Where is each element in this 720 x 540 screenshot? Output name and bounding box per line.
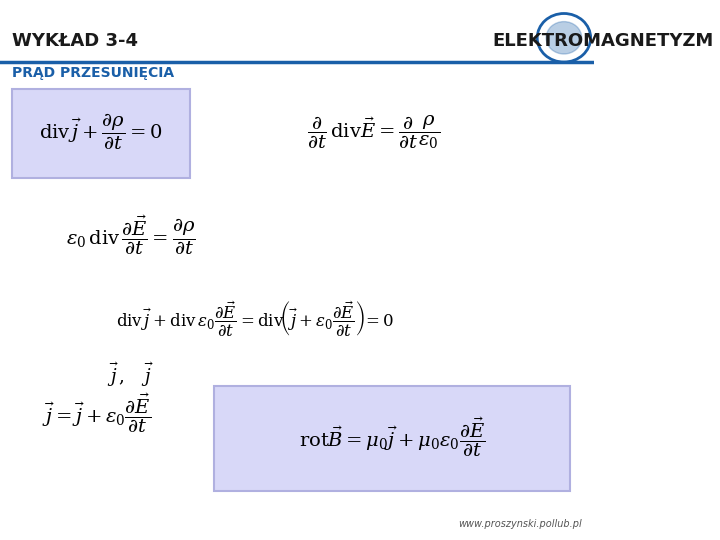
FancyBboxPatch shape — [214, 386, 570, 491]
Text: ELEKTROMAGNETYZM: ELEKTROMAGNETYZM — [492, 31, 714, 50]
Text: PRĄD PRZESUNIĘCIA: PRĄD PRZESUNIĘCIA — [12, 66, 174, 80]
Text: $\vec{j}\,,\quad \vec{j}$: $\vec{j}\,,\quad \vec{j}$ — [107, 361, 154, 389]
Circle shape — [546, 22, 582, 54]
Text: $\mathrm{div}\,\vec{j} + \mathrm{div}\,\varepsilon_0\dfrac{\partial\vec{E}}{\par: $\mathrm{div}\,\vec{j} + \mathrm{div}\,\… — [116, 299, 395, 338]
FancyBboxPatch shape — [12, 89, 190, 178]
Text: $\dfrac{\partial}{\partial t}\,\mathrm{div}\vec{E} = \dfrac{\partial}{\partial t: $\dfrac{\partial}{\partial t}\,\mathrm{d… — [307, 114, 441, 151]
Text: WYKŁAD 3-4: WYKŁAD 3-4 — [12, 31, 138, 50]
Text: www.proszynski.pollub.pl: www.proszynski.pollub.pl — [458, 519, 582, 529]
Text: $\mathrm{rot}\vec{B} = \mu_0\vec{j} + \mu_0\varepsilon_0\dfrac{\partial\vec{E}}{: $\mathrm{rot}\vec{B} = \mu_0\vec{j} + \m… — [299, 416, 485, 459]
Text: $\mathrm{div}\,\vec{j} + \dfrac{\partial\rho}{\partial t} = 0$: $\mathrm{div}\,\vec{j} + \dfrac{\partial… — [39, 112, 163, 152]
Text: $\varepsilon_0\,\mathrm{div}\,\dfrac{\partial\vec{E}}{\partial t} = \dfrac{\part: $\varepsilon_0\,\mathrm{div}\,\dfrac{\pa… — [66, 213, 195, 256]
Text: $\vec{j} = \vec{j} + \varepsilon_0\dfrac{\partial\vec{E}}{\partial t}$: $\vec{j} = \vec{j} + \varepsilon_0\dfrac… — [42, 392, 150, 435]
